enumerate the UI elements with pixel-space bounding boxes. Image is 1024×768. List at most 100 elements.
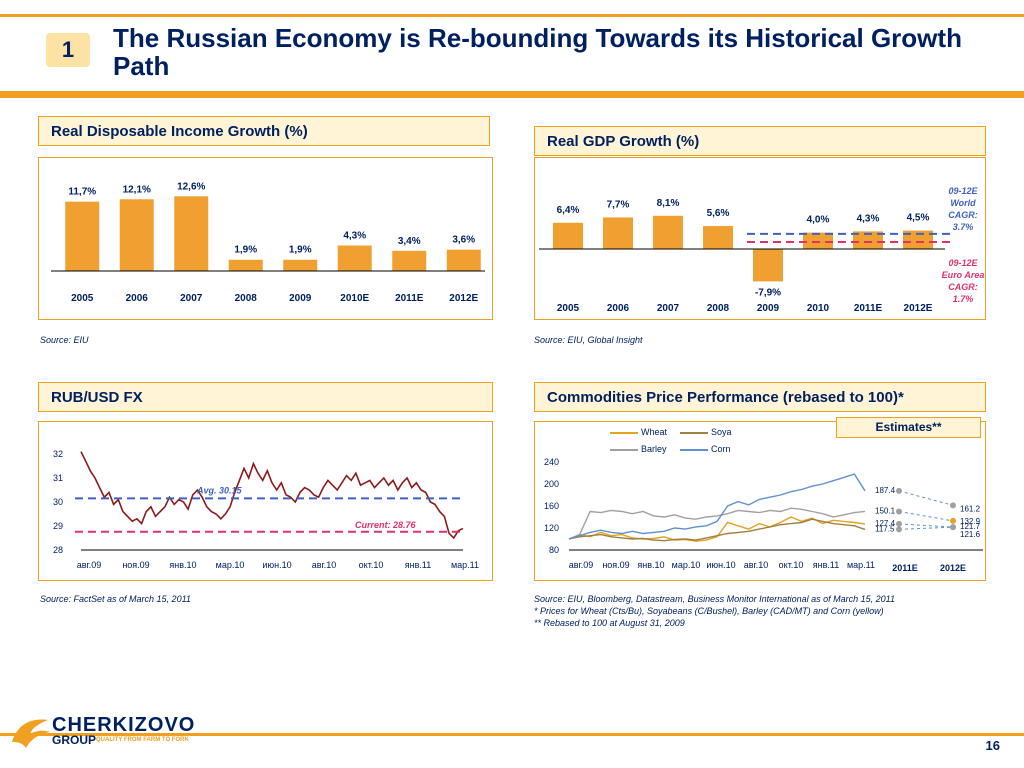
gdp-bar bbox=[853, 231, 883, 249]
gdp-bar bbox=[903, 230, 933, 249]
income-category-label: 2006 bbox=[126, 293, 149, 304]
income-data-label: 4,3% bbox=[343, 231, 366, 242]
commodities-estimate-point bbox=[950, 517, 956, 524]
gdp-category-label: 2010 bbox=[807, 303, 830, 314]
gdp-bar bbox=[553, 222, 583, 249]
fx-x-tick: окт.10 bbox=[359, 560, 384, 570]
legend-barley-label: Barley bbox=[641, 444, 667, 454]
fx-y-tick: 30 bbox=[53, 497, 63, 507]
income-bar bbox=[337, 245, 372, 271]
gdp-euro-cagr-note: CAGR: bbox=[948, 282, 978, 292]
legend-corn: Corn bbox=[680, 444, 731, 454]
gdp-world-cagr-note: CAGR: bbox=[948, 210, 978, 220]
legend-wheat-label: Wheat bbox=[641, 427, 668, 437]
income-heading: Real Disposable Income Growth (%) bbox=[38, 116, 490, 146]
fx-x-tick: июн.10 bbox=[262, 560, 291, 570]
gdp-data-label: -7,9% bbox=[755, 287, 781, 298]
income-category-label: 2011E bbox=[395, 293, 424, 304]
gdp-world-cagr-note: 09-12E bbox=[948, 186, 978, 196]
commodities-x-tick: мар.10 bbox=[672, 560, 701, 570]
gdp-bar bbox=[653, 215, 683, 249]
commodities-series-line bbox=[568, 518, 866, 542]
income-data-label: 11,7% bbox=[68, 187, 96, 198]
legend-barley-swatch bbox=[610, 448, 638, 451]
legend-soya: Soya bbox=[680, 427, 732, 437]
gdp-data-label: 5,6% bbox=[707, 208, 730, 219]
fx-average-label: Avg. 30.15 bbox=[196, 485, 243, 495]
legend-wheat-swatch bbox=[610, 431, 638, 434]
commodities-x-tick: мар.11 bbox=[847, 560, 875, 570]
income-bar bbox=[392, 250, 427, 271]
income-source: Source: EIU bbox=[40, 335, 89, 345]
legend-barley: Barley bbox=[610, 444, 667, 454]
commodities-estimate-label: 2012E bbox=[940, 563, 966, 573]
commodities-x-tick: июн.10 bbox=[706, 560, 735, 570]
commodities-line-chart: 80 120 160 200 240 авг.09 ноя.09 янв.10 мар.10 ию… bbox=[544, 457, 983, 573]
fx-line-chart: 28 29 30 31 32 авг.09 ноя.09 янв.10 мар.10 июн.10… bbox=[53, 449, 479, 570]
commodities-x-tick: янв.10 bbox=[637, 560, 664, 570]
commodities-estimate-value: 121.6 bbox=[960, 530, 981, 539]
income-bar bbox=[283, 259, 318, 271]
fx-x-tick: авг.09 bbox=[77, 560, 101, 570]
gdp-category-label: 2012E bbox=[904, 303, 933, 314]
commodities-current-value: 187.4 bbox=[875, 486, 896, 495]
commodities-estimate-connector bbox=[898, 490, 954, 506]
commodities-current-point bbox=[896, 508, 902, 515]
income-bar bbox=[174, 196, 209, 271]
income-bar bbox=[119, 199, 154, 271]
commodities-estimate-point bbox=[950, 502, 956, 509]
fx-heading: RUB/USD FX bbox=[38, 382, 493, 412]
income-bar-chart: 11,7% 2005 12,1% 2006 12,6% 2007 1,9% 2008 1,9% 2… bbox=[51, 181, 485, 304]
gdp-data-label: 4,3% bbox=[857, 213, 880, 224]
income-category-label: 2005 bbox=[71, 293, 94, 304]
commodities-y-tick: 200 bbox=[544, 479, 559, 489]
commodities-y-tick: 240 bbox=[544, 457, 559, 467]
commodities-current-value: 117.5 bbox=[875, 524, 895, 533]
commodities-heading: Commodities Price Performance (rebased t… bbox=[534, 382, 986, 412]
income-data-label: 1,9% bbox=[289, 245, 312, 256]
legend-soya-swatch bbox=[680, 431, 708, 434]
commodities-estimate-value: 132.9 bbox=[960, 517, 981, 526]
commodities-estimate-connector bbox=[898, 510, 954, 522]
income-bar bbox=[228, 259, 263, 271]
gdp-category-label: 2009 bbox=[757, 303, 780, 314]
estimates-label: Estimates** bbox=[836, 417, 981, 438]
commodities-current-point bbox=[896, 487, 902, 494]
income-bar bbox=[65, 201, 100, 271]
commodities-x-tick: авг.10 bbox=[744, 560, 768, 570]
gdp-category-label: 2011E bbox=[854, 303, 883, 314]
gdp-bar bbox=[753, 249, 783, 282]
gdp-heading: Real GDP Growth (%) bbox=[534, 126, 986, 156]
page-number: 16 bbox=[985, 738, 1000, 753]
commodities-current-value: 150.1 bbox=[875, 506, 896, 515]
legend-corn-swatch bbox=[680, 448, 708, 451]
income-category-label: 2007 bbox=[180, 293, 203, 304]
commodities-x-tick: окт.10 bbox=[779, 560, 804, 570]
gdp-data-label: 6,4% bbox=[557, 205, 580, 216]
page-title: The Russian Economy is Re-bounding Towar… bbox=[113, 23, 962, 81]
fx-x-tick: ноя.09 bbox=[122, 560, 149, 570]
commodities-x-tick: янв.11 bbox=[813, 560, 839, 570]
commodities-estimate-label: 2011E bbox=[892, 563, 918, 573]
company-group: GROUP bbox=[52, 733, 97, 747]
legend-corn-label: Corn bbox=[711, 444, 731, 454]
commodities-chart-panel: 80 120 160 200 240 авг.09 ноя.09 янв.10 мар.10 ию… bbox=[534, 421, 986, 581]
fx-x-tick: янв.11 bbox=[405, 560, 431, 570]
commodities-series-line bbox=[568, 507, 866, 540]
legend-wheat: Wheat bbox=[610, 427, 667, 437]
commodities-current-point bbox=[896, 526, 902, 533]
gdp-source: Source: EIU, Global Insight bbox=[534, 335, 643, 345]
gdp-category-label: 2007 bbox=[657, 303, 680, 314]
gdp-bar bbox=[803, 232, 833, 249]
gdp-bar bbox=[703, 226, 733, 249]
commodities-current-value: 127.4 bbox=[875, 519, 896, 528]
commodities-source-line-3: ** Rebased to 100 at August 31, 2009 bbox=[534, 618, 685, 628]
gdp-bar bbox=[603, 217, 633, 249]
gdp-euro-cagr-note: 1.7% bbox=[953, 294, 974, 304]
gdp-bar-chart: 6,4% 2005 7,7% 2006 8,1% 2007 5,6% 2008 -7,9% 200… bbox=[539, 186, 984, 314]
income-data-label: 3,4% bbox=[398, 236, 421, 247]
slide-number-badge: 1 bbox=[46, 33, 90, 67]
commodities-x-tick: авг.09 bbox=[569, 560, 593, 570]
income-category-label: 2012E bbox=[449, 293, 478, 304]
gdp-data-label: 4,5% bbox=[907, 213, 930, 224]
